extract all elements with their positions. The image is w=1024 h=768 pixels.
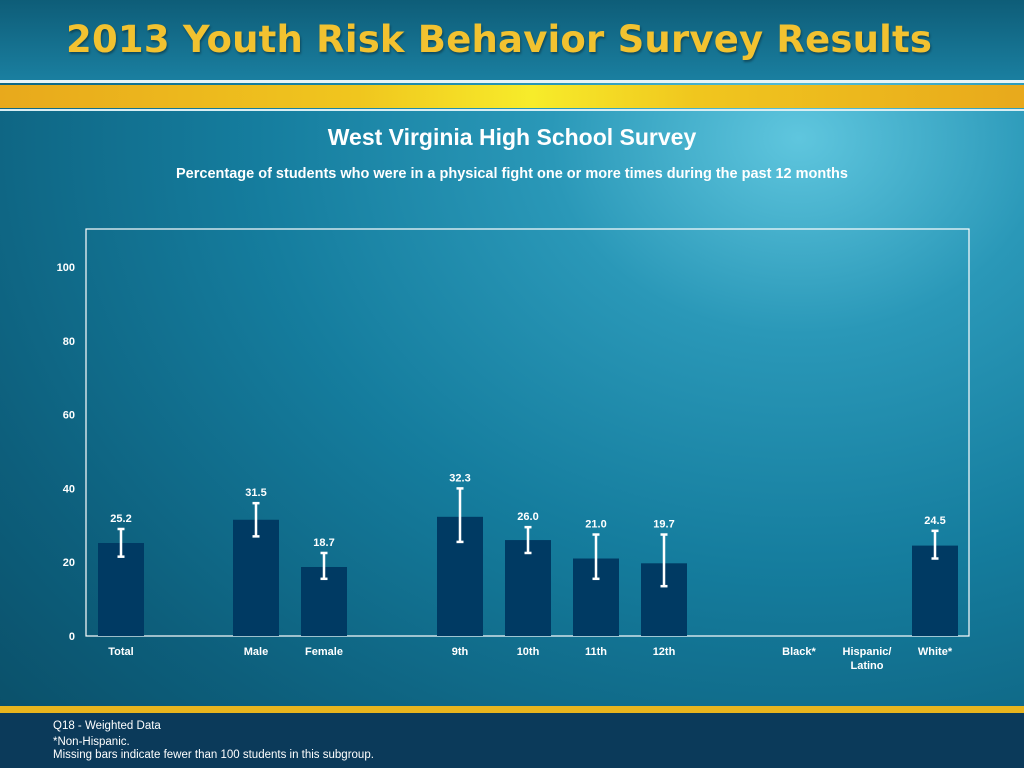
data-label: 21.0: [585, 519, 606, 531]
chart-subtitle: Percentage of students who were in a phy…: [176, 166, 848, 182]
bar: [912, 545, 958, 636]
data-label: 24.5: [924, 515, 945, 527]
data-label: 25.2: [110, 513, 131, 525]
divider-white-lower: [0, 109, 1024, 111]
y-tick-label: 20: [63, 557, 75, 569]
x-tick-label: White*: [918, 646, 953, 658]
data-label: 32.3: [449, 472, 470, 484]
x-tick-label: Male: [244, 646, 268, 658]
footer-divider: [0, 706, 1024, 713]
footnote-non-hispanic: *Non-Hispanic.: [53, 736, 130, 748]
bar: [505, 540, 551, 636]
title-band: [0, 0, 1024, 80]
x-tick-label: 12th: [653, 646, 676, 658]
y-tick-label: 100: [57, 262, 75, 274]
x-tick-label: Hispanic/: [843, 646, 892, 658]
y-tick-label: 60: [63, 410, 75, 422]
x-tick-label: Total: [108, 646, 133, 658]
chart-title: West Virginia High School Survey: [327, 124, 697, 150]
y-tick-label: 80: [63, 336, 75, 348]
footnote-missing-bars: Missing bars indicate fewer than 100 stu…: [53, 749, 374, 761]
x-tick-label: Latino: [851, 660, 884, 672]
footer: Q18 - Weighted Data *Non-Hispanic. Missi…: [0, 713, 1024, 768]
data-label: 31.5: [245, 487, 266, 499]
data-label: 18.7: [313, 537, 334, 549]
divider-white: [0, 80, 1024, 83]
x-tick-label: Female: [305, 646, 343, 658]
footnote-question: Q18 - Weighted Data: [53, 720, 161, 732]
x-tick-label: Black*: [782, 646, 816, 658]
x-tick-label: 11th: [585, 646, 607, 658]
bar-chart: 0 20 40 60 80 100 Total 25.2 Male 31.5 Female 18.7 9…: [57, 262, 958, 672]
bar: [98, 543, 144, 636]
x-tick-label: 9th: [452, 646, 469, 658]
bar: [233, 519, 279, 636]
page-title: 2013 Youth Risk Behavior Survey Results: [66, 18, 933, 61]
y-tick-label: 40: [63, 483, 75, 495]
y-tick-label: 0: [69, 631, 75, 643]
data-label: 26.0: [517, 511, 538, 523]
data-label: 19.7: [653, 519, 674, 531]
x-tick-label: 10th: [517, 646, 540, 658]
divider-gold: [0, 85, 1024, 108]
